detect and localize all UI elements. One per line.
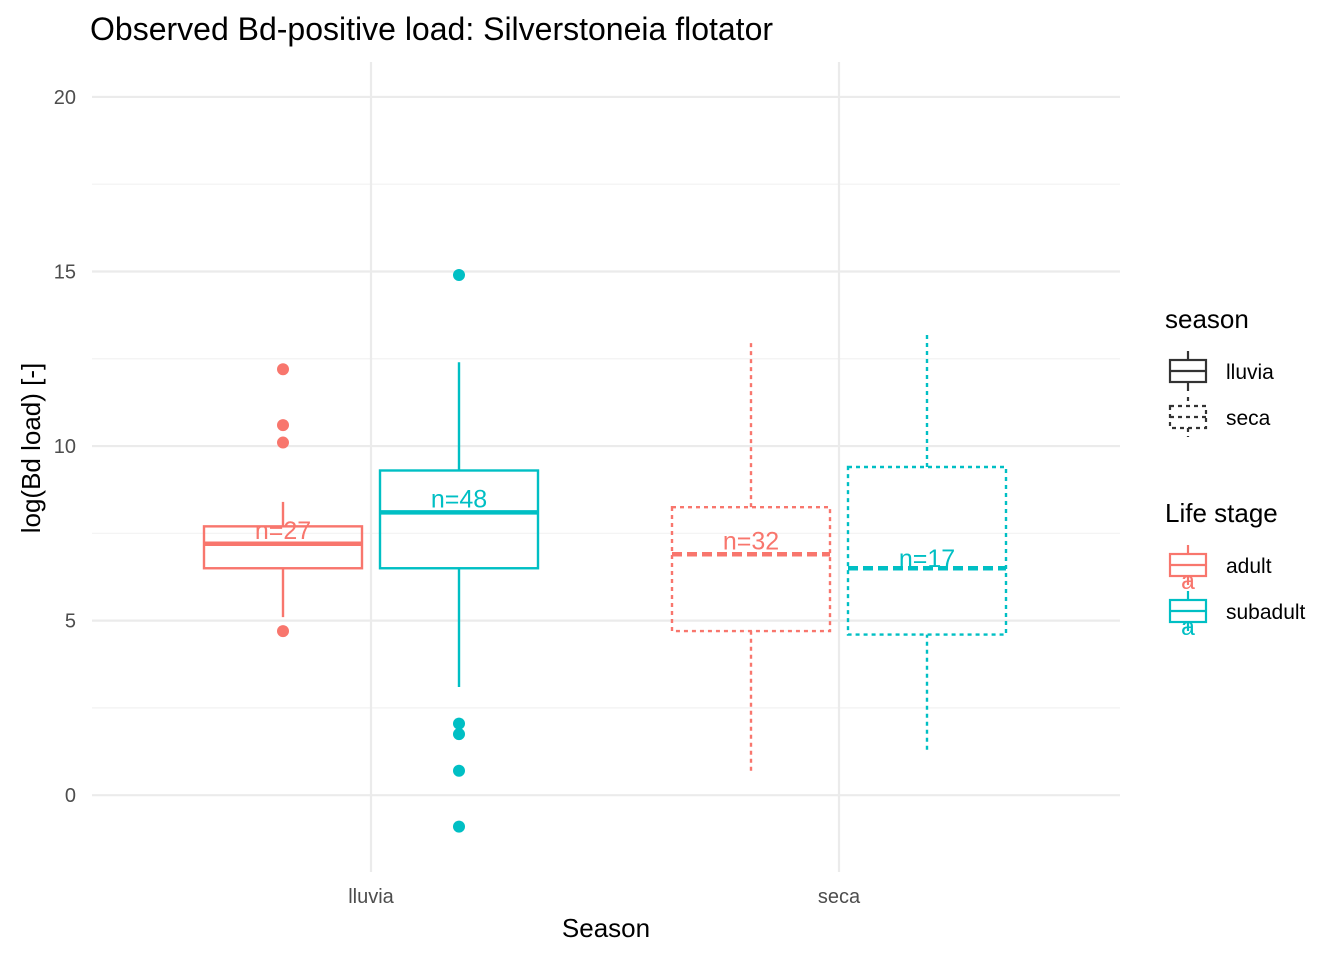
box-iqr xyxy=(378,469,540,570)
outlier-point xyxy=(453,820,465,833)
outlier-point xyxy=(277,419,289,432)
n-label: n=17 xyxy=(899,545,955,573)
legend-stage-item: a subadult xyxy=(1168,591,1306,641)
legend-season-items: lluvia seca xyxy=(1168,351,1274,437)
outlier-point xyxy=(453,717,465,730)
y-tick-label: 20 xyxy=(54,87,76,109)
box-iqr xyxy=(202,525,364,570)
x-axis-title: Season xyxy=(562,913,650,943)
y-tick-label: 10 xyxy=(54,436,76,458)
legend-label: subadult xyxy=(1226,601,1306,624)
n-label: n=48 xyxy=(431,485,487,513)
y-tick-label: 0 xyxy=(65,785,76,807)
legend-key-glyph: a xyxy=(1181,613,1195,641)
box-iqr xyxy=(846,465,1008,636)
y-tick-labels: 0 5 10 15 20 xyxy=(54,87,76,807)
box-seca-subadult: n=17 xyxy=(846,334,1008,750)
legend-stage-items: a adult a subadult xyxy=(1168,545,1306,641)
outlier-point xyxy=(453,728,465,741)
legend-season-item: lluvia xyxy=(1168,351,1274,391)
boxes: n=27 n=48 n=32 n=17 xyxy=(202,268,1008,833)
y-tick-label: 5 xyxy=(65,611,76,633)
legend-season-item: seca xyxy=(1168,397,1271,437)
legend-label: lluvia xyxy=(1226,361,1274,384)
legend-label: seca xyxy=(1226,407,1271,430)
outlier-point xyxy=(453,764,465,777)
box-seca-adult: n=32 xyxy=(670,341,832,771)
y-tick-label: 15 xyxy=(54,261,76,283)
legend-title-stage: Life stage xyxy=(1165,498,1278,528)
outlier-point xyxy=(453,268,465,281)
box-iqr xyxy=(670,505,832,633)
legend-title-season: season xyxy=(1165,304,1249,334)
legend: season lluvia seca Life stage a adult a suba… xyxy=(1165,304,1306,641)
x-tick-labels: lluvia seca xyxy=(348,886,861,908)
legend-key-glyph: a xyxy=(1181,567,1195,595)
grid xyxy=(92,62,1120,872)
outlier-point xyxy=(277,436,289,449)
chart-title: Observed Bd-positive load: Silverstoneia… xyxy=(90,11,773,47)
x-tick-label: lluvia xyxy=(348,886,394,908)
n-label: n=32 xyxy=(723,527,779,555)
outlier-point xyxy=(277,363,289,376)
outlier-point xyxy=(277,625,289,638)
n-label: n=27 xyxy=(255,517,311,545)
x-tick-label: seca xyxy=(818,886,861,908)
legend-stage-item: a adult xyxy=(1168,545,1272,595)
legend-label: adult xyxy=(1226,555,1272,578)
box-lluvia-adult: n=27 xyxy=(202,363,364,638)
y-axis-title: log(Bd load) [-] xyxy=(16,363,46,534)
box-lluvia-subadult: n=48 xyxy=(378,268,540,833)
